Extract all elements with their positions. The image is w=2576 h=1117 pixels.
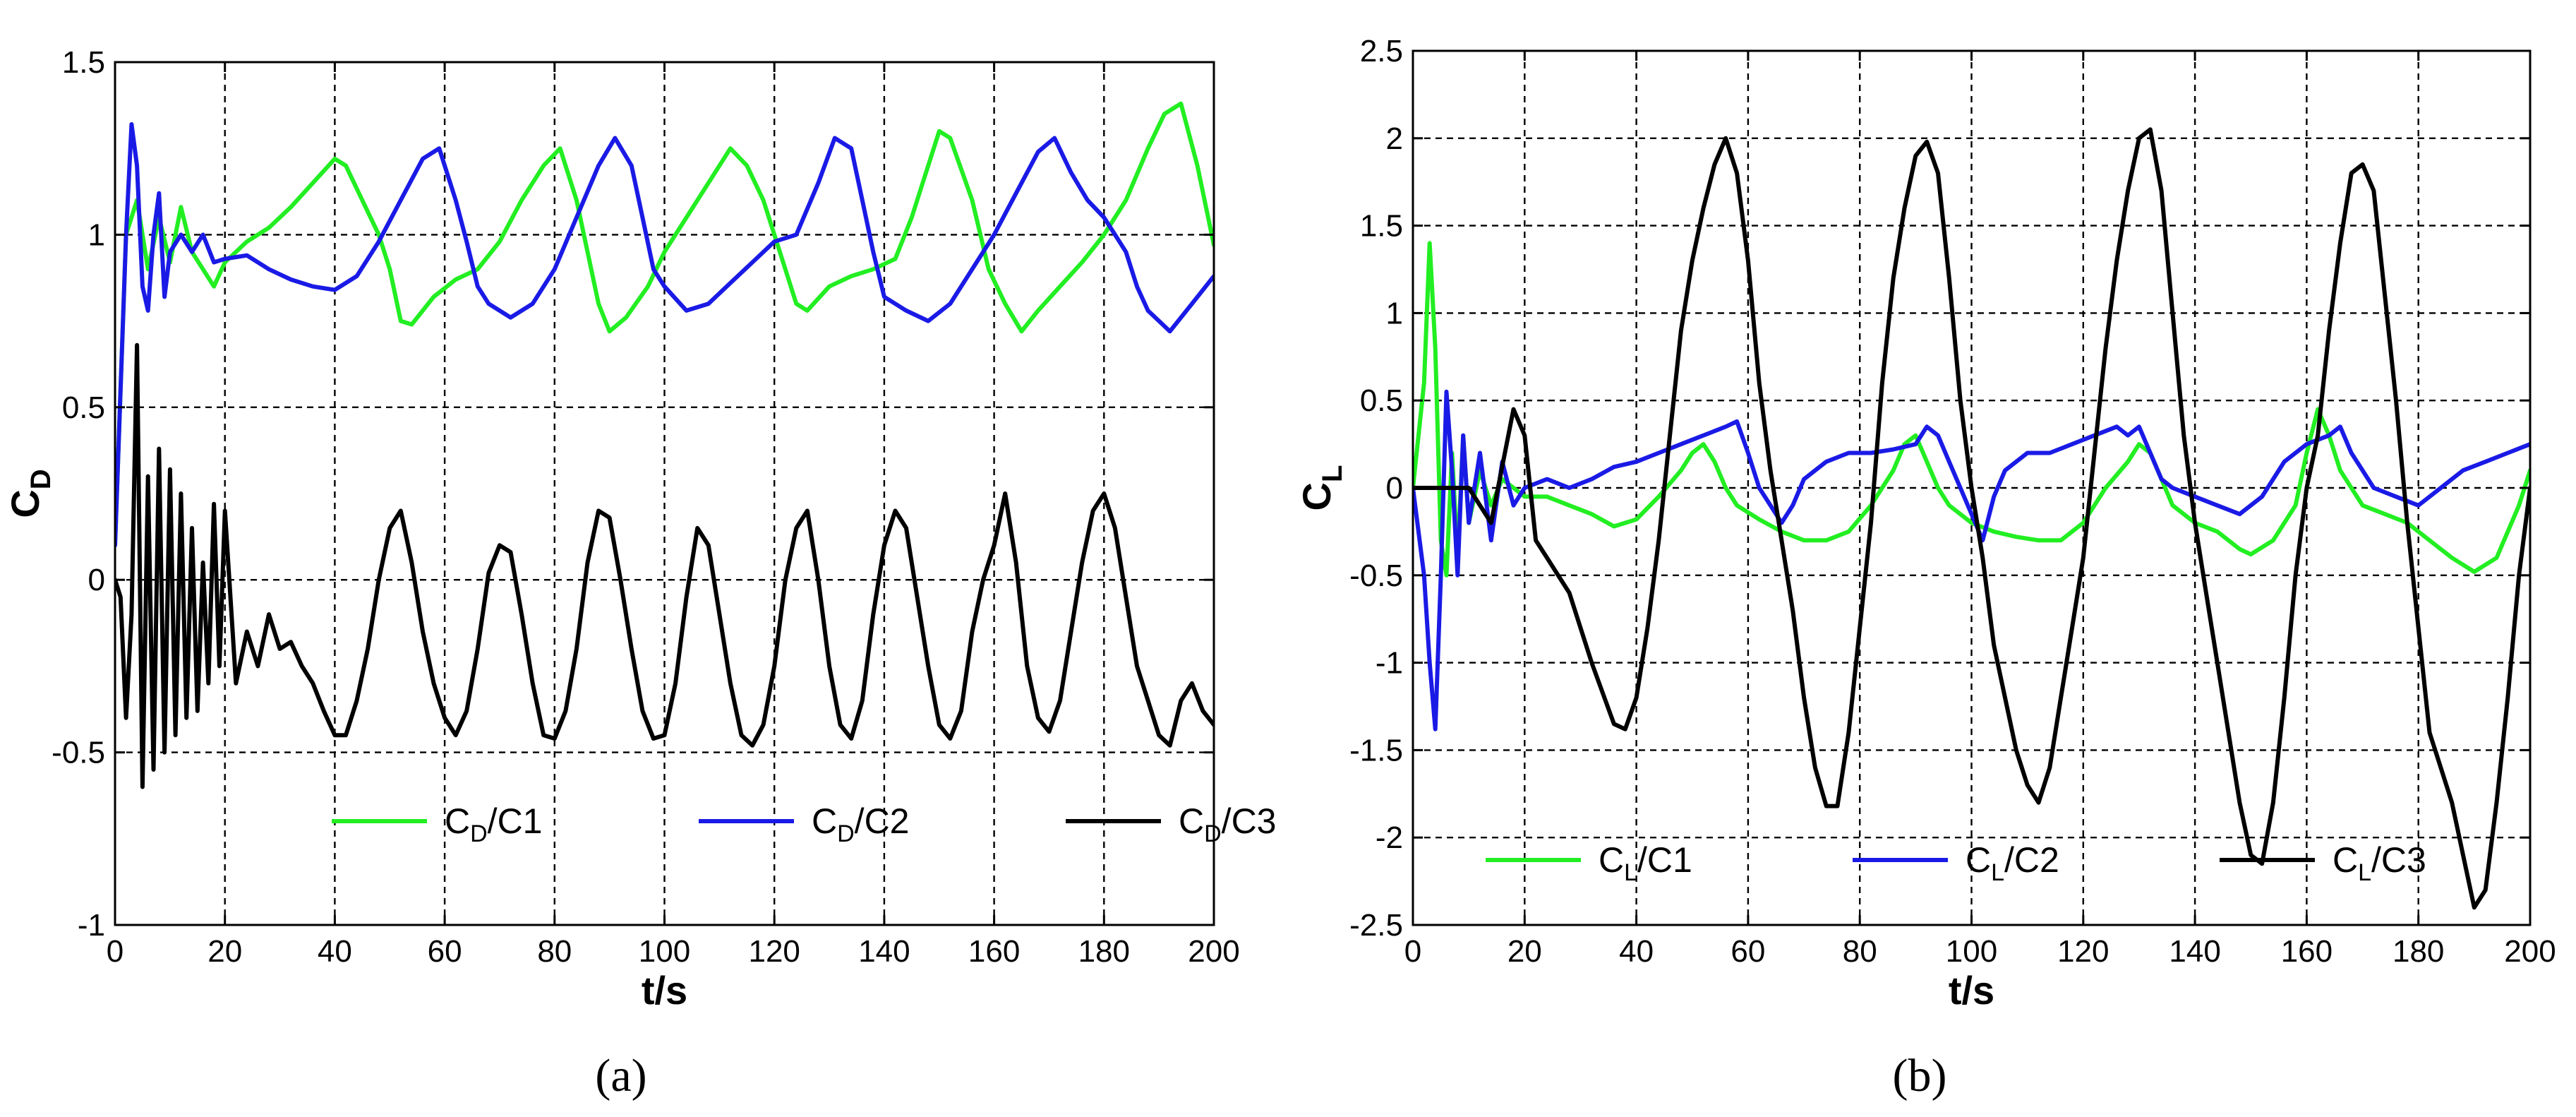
x-tick-label: 100 xyxy=(1946,934,1997,969)
x-tick-label: 80 xyxy=(1843,934,1877,969)
legend-label-3: CD/C3 xyxy=(1179,801,1276,847)
legend-label-tail: /C2 xyxy=(855,801,910,841)
x-tick-label: 0 xyxy=(107,934,124,969)
series-line-1 xyxy=(115,101,1214,548)
legend-label-sub: D xyxy=(1204,820,1222,847)
x-tick-label: 100 xyxy=(639,934,690,969)
x-tick-label: 200 xyxy=(1188,934,1239,969)
series-line-3 xyxy=(1413,127,2530,910)
x-tick-label: 180 xyxy=(2393,934,2444,969)
legend-label-sub: L xyxy=(1624,859,1637,886)
x-tick-label: 60 xyxy=(1731,934,1765,969)
legend: CL/C1 CL/C2 CL/C3 xyxy=(1486,840,2426,886)
y-axis-label-main: C xyxy=(3,489,47,518)
y-tick-label: 2.5 xyxy=(1360,34,1403,68)
legend-label-tail: /C3 xyxy=(1222,801,1277,841)
y-tick-label: -1 xyxy=(1376,646,1403,681)
x-tick-label: 40 xyxy=(1619,934,1654,969)
chart-panel-a: 0 20 40 60 80 100 120 140 160 180 200 -1 -0.5 0 0.5 1 1.… xyxy=(3,45,1276,1101)
y-tick-label: 2 xyxy=(1386,121,1403,156)
legend-label-3: CL/C3 xyxy=(2333,840,2426,886)
y-tick-label: -0.5 xyxy=(52,736,105,770)
legend-label-main: C xyxy=(445,801,470,841)
y-axis-label-main: C xyxy=(1294,482,1339,510)
y-axis-label: CD xyxy=(3,469,56,518)
y-tick-label: 1.5 xyxy=(1360,209,1403,244)
x-tick-label: 180 xyxy=(1078,934,1130,969)
legend-label-sub: D xyxy=(837,820,855,847)
x-tick-label: 160 xyxy=(968,934,1020,969)
y-tick-label: -1.5 xyxy=(1349,733,1403,767)
grid xyxy=(1413,51,2530,925)
series-group xyxy=(115,101,1214,789)
y-tick-label: 1.5 xyxy=(62,45,105,80)
legend-label-2: CD/C2 xyxy=(812,801,909,847)
y-tick-label: 0 xyxy=(1386,471,1403,506)
y-tick-label: -2 xyxy=(1376,820,1403,855)
series-line-3 xyxy=(115,342,1214,789)
y-axis-label-sub: L xyxy=(1317,465,1348,482)
y-axis-label: CL xyxy=(1294,465,1348,511)
x-tick-label: 200 xyxy=(2504,934,2556,969)
legend-label-sub: L xyxy=(1991,859,2004,886)
x-tick-label: 20 xyxy=(207,934,242,969)
x-tick-label: 40 xyxy=(318,934,352,969)
x-axis-label: t/s xyxy=(1949,968,1994,1013)
x-tick-label: 140 xyxy=(2169,934,2220,969)
x-tick-label: 0 xyxy=(1404,934,1421,969)
x-tick-label: 60 xyxy=(428,934,462,969)
legend-label-1: CL/C1 xyxy=(1599,840,1692,886)
legend-label-tail: /C3 xyxy=(2371,840,2426,880)
grid xyxy=(115,62,1214,925)
series-line-2 xyxy=(115,122,1214,548)
panel-label: (b) xyxy=(1893,1050,1947,1101)
series-group xyxy=(1413,127,2530,910)
legend-label-tail: /C1 xyxy=(488,801,543,841)
legend-label-main: C xyxy=(1966,840,1991,880)
legend-label-main: C xyxy=(1599,840,1624,880)
x-tick-label: 120 xyxy=(748,934,800,969)
legend: CD/C1 CD/C2 CD/C3 xyxy=(332,801,1276,847)
panel-label: (a) xyxy=(595,1050,646,1101)
y-tick-label: 1 xyxy=(1386,296,1403,330)
legend-label-sub: D xyxy=(470,820,488,847)
legend-label-tail: /C1 xyxy=(1637,840,1692,880)
y-tick-label: 0.5 xyxy=(62,390,105,425)
x-tick-label: 160 xyxy=(2281,934,2333,969)
legend-label-sub: L xyxy=(2358,859,2371,886)
y-tick-label: 0.5 xyxy=(1360,383,1403,418)
y-tick-label: -0.5 xyxy=(1349,558,1403,593)
legend-label-main: C xyxy=(812,801,837,841)
y-tick-label: 1 xyxy=(88,217,105,252)
x-tick-label: 80 xyxy=(537,934,572,969)
legend-label-2: CL/C2 xyxy=(1966,840,2059,886)
x-tick-label: 120 xyxy=(2057,934,2109,969)
chart-panel-b: 0 20 40 60 80 100 120 140 160 180 200-2.5-2-1.5-1-… xyxy=(1294,34,2556,1101)
legend-label-1: CD/C1 xyxy=(445,801,542,847)
legend-label-tail: /C2 xyxy=(2004,840,2059,880)
y-axis-label-sub: D xyxy=(25,469,56,489)
legend-label-main: C xyxy=(2333,840,2358,880)
x-tick-label: 20 xyxy=(1507,934,1542,969)
legend-label-main: C xyxy=(1179,801,1204,841)
x-tick-label: 140 xyxy=(858,934,910,969)
x-axis-label: t/s xyxy=(642,968,687,1013)
y-tick-label: -1 xyxy=(78,908,105,943)
y-tick-label: -2.5 xyxy=(1349,908,1403,943)
y-tick-label: 0 xyxy=(88,563,105,597)
